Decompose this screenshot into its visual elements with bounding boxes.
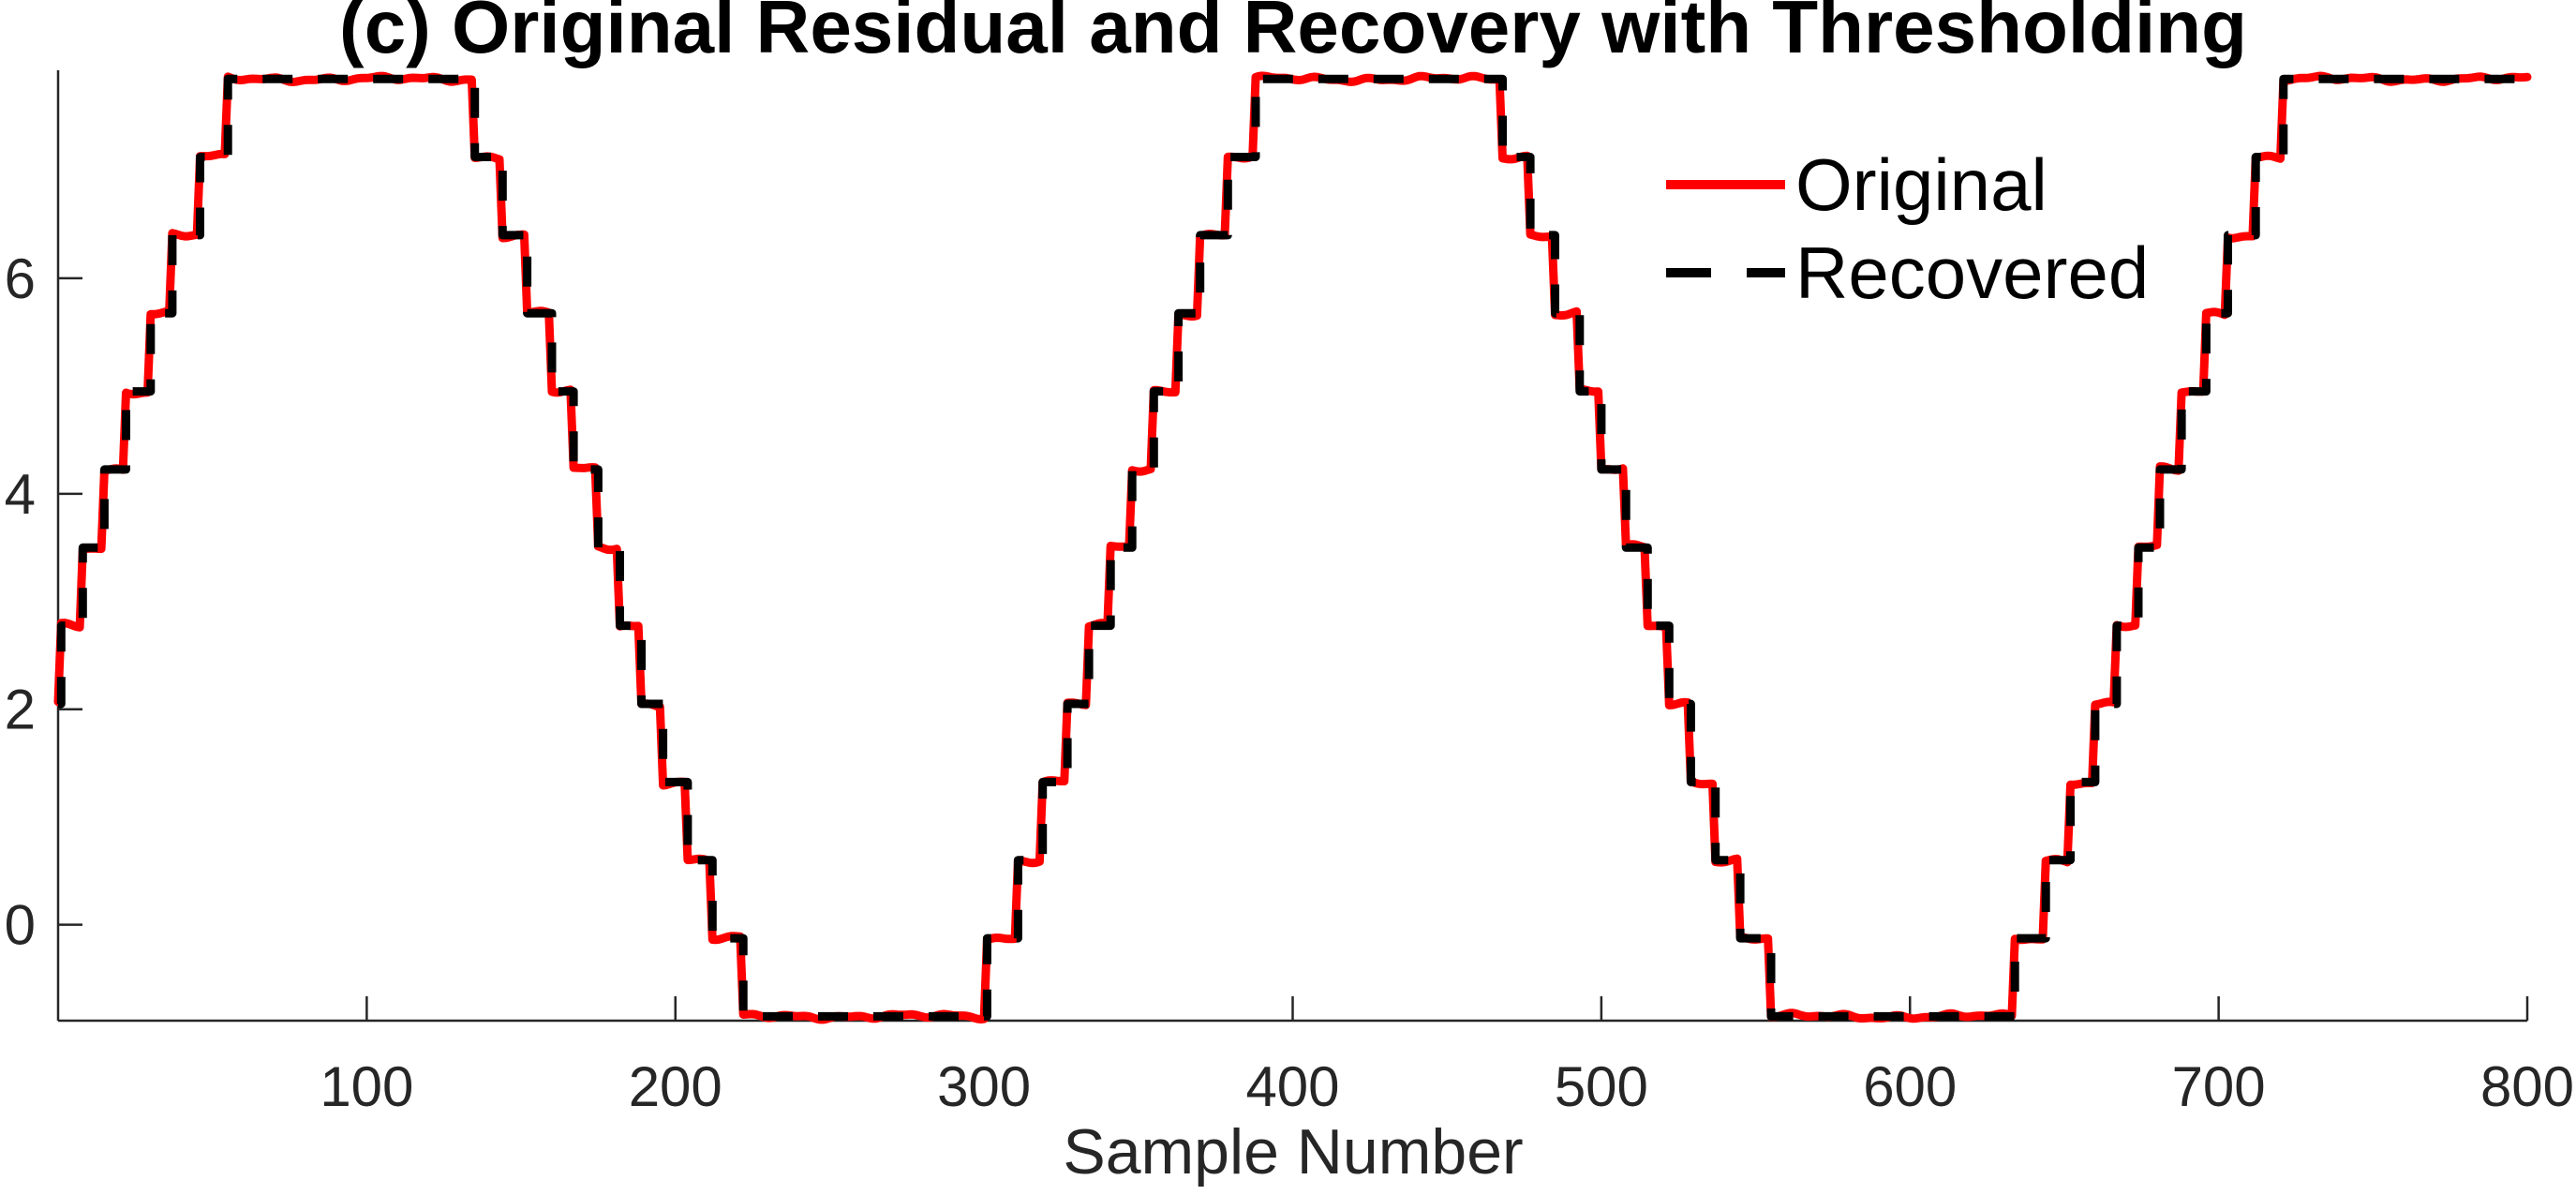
y-tick-label: 4 bbox=[5, 463, 36, 526]
x-tick-label: 200 bbox=[629, 1055, 722, 1118]
legend-recovered-label: Recovered bbox=[1795, 232, 2149, 314]
x-axis-label: Sample Number bbox=[1063, 1116, 1523, 1188]
x-tick-label: 800 bbox=[2480, 1055, 2574, 1118]
x-tick-label: 100 bbox=[320, 1055, 413, 1118]
legend: Original Recovered bbox=[1666, 143, 2149, 314]
x-tick-label: 600 bbox=[1863, 1055, 1957, 1118]
x-tick-label: 400 bbox=[1245, 1055, 1339, 1118]
legend-original-label: Original bbox=[1795, 143, 2047, 226]
y-tick-label: 6 bbox=[5, 247, 36, 310]
x-tick-label: 300 bbox=[937, 1055, 1031, 1118]
y-tick-label: 2 bbox=[5, 679, 36, 741]
chart-title: (c) Original Residual and Recovery with … bbox=[339, 0, 2247, 68]
x-tick-label: 500 bbox=[1555, 1055, 1648, 1118]
y-tick-label: 0 bbox=[5, 894, 36, 957]
series-original-line bbox=[53, 71, 2532, 1024]
axes: 100 200 300 400 500 600 700 800 0 2 4 6 bbox=[5, 70, 2574, 1118]
x-tick-label: 700 bbox=[2172, 1055, 2266, 1118]
